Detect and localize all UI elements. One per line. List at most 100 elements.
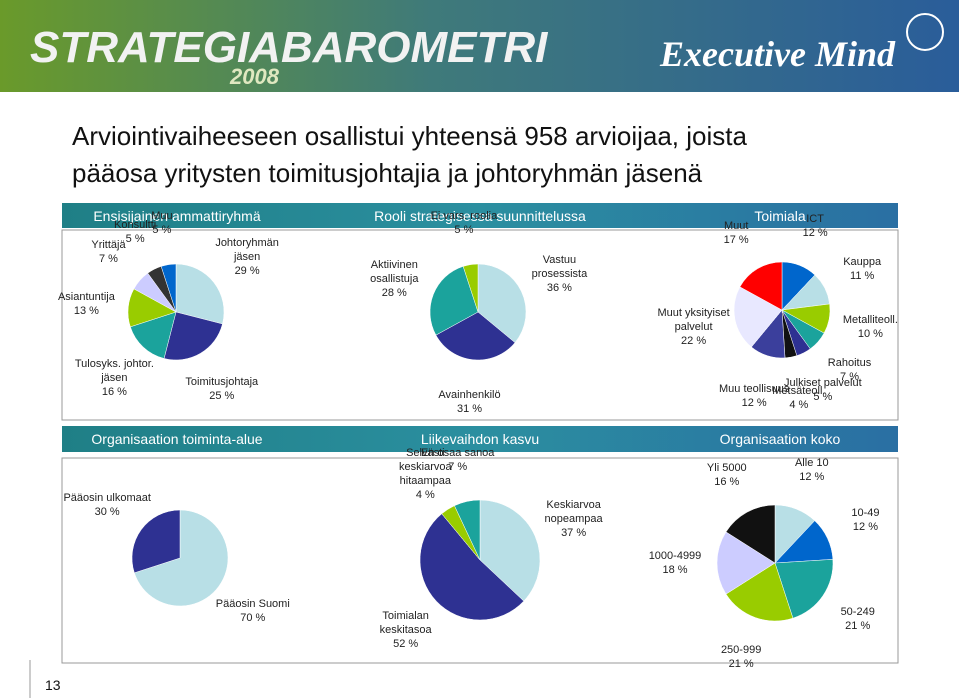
page-number: 13 [45, 677, 61, 693]
slice-label: 50-249 21 % [813, 605, 903, 633]
slice-category: Muu [151, 210, 173, 223]
slice-label: Johtoryhmän jäsen 29 % [202, 236, 292, 278]
slice-category: Julkiset palvelut [784, 377, 862, 390]
slice-label: Kauppa 11 % [817, 255, 907, 283]
pie-slice [175, 263, 225, 325]
slice-label: 1000-4999 18 % [630, 549, 720, 577]
slice-value: 12 % [741, 396, 767, 409]
slice-label: Muut yksityiset palvelut 22 % [649, 306, 739, 348]
pie-slice [163, 311, 223, 361]
slice-value: 30 % [94, 506, 120, 519]
slice-label: 10-49 12 % [820, 506, 910, 534]
pie-slice [429, 266, 479, 336]
slice-value: 7 % [99, 253, 118, 266]
slice-category: Aktiivinen osallistuja [370, 258, 419, 285]
pie-slice [716, 531, 776, 595]
pie-slice [131, 509, 181, 574]
slice-value: 16 % [101, 385, 127, 398]
banner [0, 0, 959, 92]
slice-category: Toimitusjohtaja [185, 376, 259, 389]
slice-value: 25 % [209, 390, 235, 403]
slice-label: Alle 10 12 % [767, 456, 857, 484]
section-header: Ensisijainen ammattiryhmä [93, 208, 261, 224]
slice-category: Yli 5000 [706, 462, 747, 475]
slice-value: 21 % [728, 658, 754, 671]
slice-category: Konsultti [114, 218, 157, 231]
section-header: Rooli strategisessa suunnittelussa [374, 208, 586, 224]
slice-value: 10 % [857, 327, 883, 340]
slice-category: En osaa sanoa [421, 447, 495, 460]
slice-category: Alle 10 [794, 457, 829, 470]
slice-label: Metalliteoll. 10 % [825, 313, 915, 341]
slice-value: 12 % [799, 471, 825, 484]
pie-slice [160, 263, 177, 313]
slice-category: Metsäteoll. [772, 385, 826, 398]
section-header: Organisaation toiminta-alue [91, 431, 263, 447]
panel [61, 457, 899, 664]
slice-category: Asiantuntija [57, 290, 115, 303]
pie-slice [435, 311, 516, 361]
slice-label: Asiantuntija 13 % [41, 290, 131, 318]
slice-label: Vastuu prosessista 36 % [514, 253, 604, 295]
slice-category: Yrittäjä [91, 239, 126, 252]
slice-value: 31 % [456, 402, 483, 415]
section-header: Toimiala [754, 208, 806, 224]
slice-category: Muu teollisuus [719, 382, 790, 395]
slice-value: 5 % [813, 391, 833, 404]
section-header: Liikevaihdon kasvu [420, 431, 540, 447]
pie-slice [477, 263, 527, 343]
title-line: pääosa yritysten toimitusjohtajia ja joh… [72, 158, 703, 188]
pie-slice [739, 261, 783, 311]
slice-category: Kauppa [843, 256, 882, 269]
slice-label: Aktiivinen osallistuja 28 % [349, 258, 439, 300]
slice-label: Metsäteoll. 4 % [754, 384, 844, 412]
slice-label: Tulosyks. johtor. jäsen 16 % [69, 357, 159, 399]
slice-value: 7 % [448, 461, 468, 474]
slice-category: Johtoryhmän jäsen [215, 236, 279, 263]
slice-value: 21 % [845, 620, 871, 633]
slice-label: Muut 17 % [691, 219, 781, 247]
pie-slice [462, 263, 479, 313]
brand-icon [906, 13, 944, 51]
slice-label: Yrittäjä 7 % [63, 238, 153, 266]
slice-label: Selvästi keskiarvoa hitaampaa 4 % [380, 446, 470, 502]
slice-category: Muut yksityiset palvelut [657, 306, 730, 333]
slice-value: 37 % [561, 527, 587, 540]
slice-value: 5 % [454, 224, 474, 237]
pie-slice [454, 499, 481, 561]
slice-value: 18 % [662, 564, 688, 576]
section-bar [62, 203, 898, 228]
slice-value: 5 % [152, 224, 172, 237]
slice-label: Toimialan keskitasoa 52 % [361, 609, 451, 651]
slice-category: Pääosin Suomi [215, 597, 290, 610]
slice-category: Ei vars. roolia [430, 210, 498, 223]
slice-category: Tulosyks. johtor. jäsen [74, 357, 154, 384]
slice-value: 29 % [234, 264, 260, 277]
slice-label: Konsultti 5 % [90, 218, 180, 246]
slice-label: Muu 5 % [117, 209, 207, 237]
slice-value: 11 % [850, 270, 875, 283]
slice-label: 250-999 21 % [696, 643, 786, 671]
title-line: Arviointivaiheeseen osallistui yhteensä … [72, 121, 747, 151]
slice-category: 50-249 [840, 606, 875, 619]
slice-value: 4 % [415, 488, 435, 501]
slice-category: ICT [806, 213, 824, 226]
slice-category: Keskiarvoa nopeampaa [544, 499, 603, 526]
pie-slice [774, 559, 834, 619]
slice-value: 7 % [840, 370, 859, 383]
pie-slice [725, 562, 794, 622]
slice-category: Muut [723, 219, 749, 232]
slice-category: Metalliteoll. [842, 313, 898, 326]
slice-label: Julkiset palvelut 5 % [778, 376, 868, 404]
logo-year: 2008 [229, 64, 280, 89]
pie-slice [479, 499, 541, 602]
logo: STRATEGIABAROMETRI [30, 23, 548, 72]
slice-category: 250-999 [720, 644, 762, 657]
slice-label: Yli 5000 16 % [682, 461, 772, 489]
slice-category: Vastuu prosessista [531, 253, 588, 280]
slice-value: 16 % [714, 476, 740, 489]
pie-slice [130, 311, 177, 359]
slice-label: Rahoitus 7 % [805, 356, 895, 384]
slice-value: 17 % [723, 233, 749, 246]
